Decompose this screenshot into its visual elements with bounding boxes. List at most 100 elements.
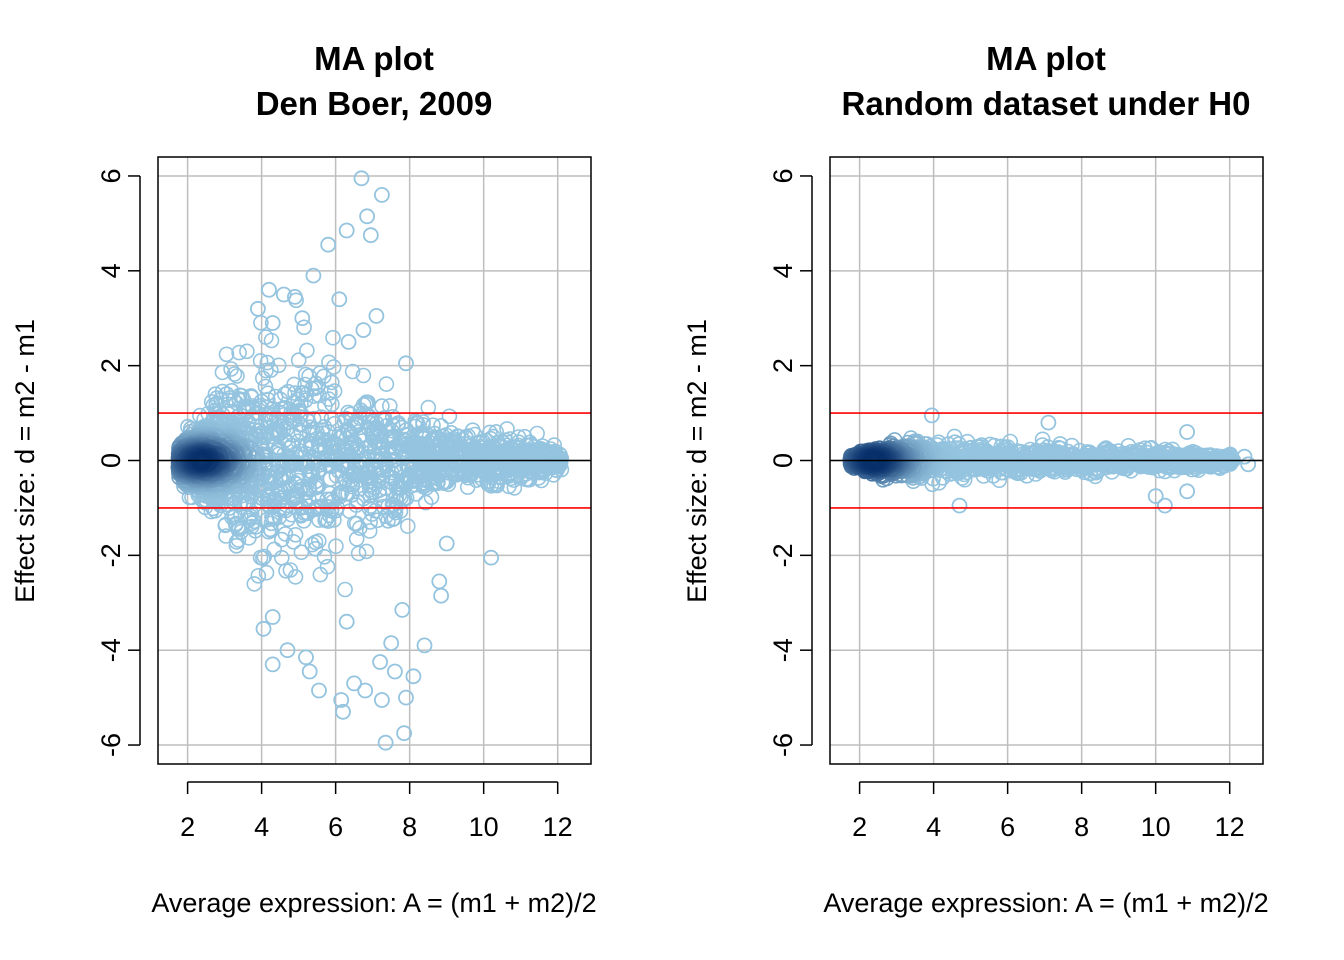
- y-tick-label: 6: [96, 168, 126, 183]
- x-tick-label: 8: [402, 812, 417, 842]
- data-point: [300, 413, 317, 430]
- data-point: [358, 543, 375, 560]
- data-point: [292, 409, 308, 425]
- data-point-outlier: [353, 170, 370, 187]
- data-point: [368, 451, 385, 467]
- data-point: [395, 443, 412, 460]
- x-tick-label: 6: [1000, 812, 1015, 842]
- plot-frame: [829, 156, 1264, 765]
- reference-lines: [158, 412, 591, 509]
- x-axis: 2 4 6 8 10 12: [180, 781, 573, 842]
- chart-title-line1: MA plot: [986, 40, 1106, 77]
- y-tick-label: -6: [768, 733, 798, 757]
- data-point: [310, 533, 327, 549]
- data-point: [262, 521, 279, 538]
- x-tick-label: 4: [926, 812, 941, 842]
- data-point: [287, 526, 304, 543]
- data-point: [263, 332, 280, 349]
- plot-frame: [157, 156, 592, 765]
- data-point: [259, 354, 276, 371]
- data-point-outlier: [1179, 424, 1195, 440]
- data-point-outlier: [398, 689, 414, 706]
- data-point-outlier: [923, 407, 940, 424]
- data-point: [293, 544, 310, 561]
- x-axis-label: Average expression: A = (m1 + m2)/2: [823, 888, 1268, 918]
- data-point-outlier: [1040, 414, 1057, 431]
- x-tick-label: 12: [1215, 812, 1245, 842]
- data-point-outlier: [311, 682, 327, 699]
- data-point-outlier: [294, 310, 311, 327]
- data-point-outlier: [377, 734, 394, 751]
- data-point-outlier: [255, 620, 272, 637]
- data-point: [226, 366, 243, 382]
- x-tick-label: 10: [469, 812, 499, 842]
- chart-title-line2: Random dataset under H0: [842, 85, 1251, 122]
- data-point-outlier: [373, 186, 390, 203]
- data-point-outlier: [383, 635, 400, 651]
- data-point-outlier: [275, 286, 292, 303]
- data-point: [337, 581, 353, 598]
- data-point: [319, 558, 336, 575]
- data-point-outlier: [357, 682, 374, 699]
- data-point: [361, 481, 378, 498]
- data-point: [325, 359, 342, 375]
- data-point: [331, 485, 348, 502]
- data-point: [296, 319, 312, 336]
- data-point: [323, 491, 339, 508]
- data-point: [321, 354, 337, 371]
- data-point: [239, 343, 255, 360]
- data-point-outlier: [346, 675, 363, 692]
- chart-title-line1: MA plot: [314, 40, 434, 77]
- data-point-outlier: [1179, 483, 1195, 500]
- data-point: [441, 408, 458, 425]
- data-point-outlier: [396, 725, 413, 742]
- data-point: [258, 564, 275, 581]
- data-point-outlier: [335, 703, 351, 720]
- data-point-outlier: [1240, 456, 1257, 473]
- data-point-outlier: [249, 300, 266, 317]
- x-tick-label: 6: [328, 812, 343, 842]
- data-point: [290, 352, 307, 369]
- data-point-outlier: [279, 642, 296, 659]
- data-point: [399, 458, 415, 475]
- x-tick-label: 10: [1141, 812, 1171, 842]
- data-point-outlier: [301, 663, 318, 680]
- data-point: [214, 364, 231, 381]
- x-tick-label: 4: [254, 812, 269, 842]
- y-tick-label: -2: [96, 543, 126, 567]
- data-point-outlier: [951, 497, 968, 514]
- data-point: [355, 367, 372, 384]
- y-tick-label: 0: [96, 453, 126, 468]
- data-point: [285, 533, 302, 550]
- data-point: [425, 417, 441, 434]
- data-point: [272, 391, 289, 408]
- data-point-outlier: [398, 355, 414, 372]
- data-point: [243, 389, 260, 406]
- data-point: [399, 518, 416, 534]
- data-point: [254, 370, 271, 387]
- data-point: [388, 479, 405, 496]
- data-point-outlier: [340, 333, 357, 350]
- data-point: [218, 528, 234, 544]
- data-point: [258, 362, 274, 379]
- data-point-outlier: [298, 649, 314, 666]
- data-point: [344, 363, 361, 380]
- data-point: [407, 413, 424, 429]
- data-point-outlier: [338, 222, 355, 239]
- data-point-outlier: [405, 668, 422, 685]
- data-point: [229, 368, 245, 384]
- y-tick-label: 2: [96, 358, 126, 373]
- data-point: [351, 520, 368, 536]
- data-point: [266, 541, 283, 558]
- data-point-outlier: [416, 637, 433, 654]
- data-point: [277, 526, 294, 542]
- y-axis-label: Effect size: d = m2 - m1: [10, 319, 40, 603]
- data-point: [361, 523, 378, 539]
- data-point: [290, 391, 306, 408]
- data-point-outlier: [1157, 497, 1173, 514]
- data-point: [280, 511, 296, 528]
- data-point: [250, 567, 267, 584]
